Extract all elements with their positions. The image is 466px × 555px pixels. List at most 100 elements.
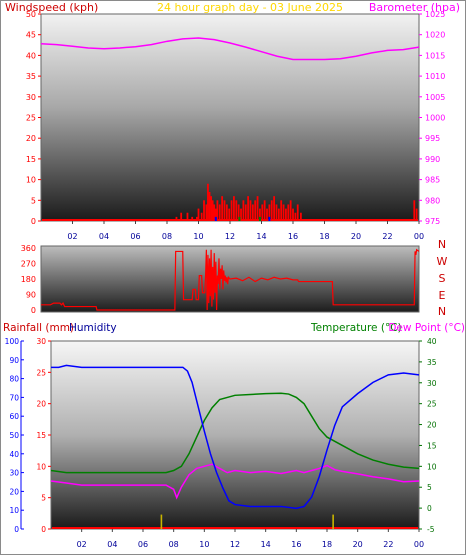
humidity-tick-label: 40 xyxy=(9,450,19,459)
windspeed-bar xyxy=(230,200,233,221)
rainfall-tick-label: 30 xyxy=(36,337,46,346)
windspeed-bar xyxy=(203,200,205,221)
wind-baro-xtick-label: 08 xyxy=(162,232,172,241)
windspeed-tick-label: 5 xyxy=(31,196,36,205)
rainfall-bar xyxy=(332,514,334,529)
windspeed-gust-bar xyxy=(214,216,217,221)
temperature-axis-label: Temperature (°C) xyxy=(310,322,402,334)
windspeed-bar xyxy=(280,200,283,221)
windspeed-tick-label: 50 xyxy=(26,10,36,19)
windspeed-bar xyxy=(273,196,275,221)
wind-baro-xtick-label: 14 xyxy=(256,232,266,241)
windspeed-bar xyxy=(218,204,221,221)
wind-baro-xtick-label: 00 xyxy=(414,232,424,241)
axis-ticks: 0510152025303540455097598098599099510001… xyxy=(5,10,446,549)
barometer-tick-label: 1010 xyxy=(425,72,445,81)
windspeed-bar xyxy=(263,200,266,221)
wind-dir-label-n-top: N xyxy=(438,238,446,251)
temp-humidity-xtick-label: 02 xyxy=(77,540,87,549)
humidity-tick-label: 10 xyxy=(9,506,19,515)
windspeed-bar xyxy=(247,196,250,221)
wind-baro-xtick-label: 16 xyxy=(288,232,298,241)
dewpoint-line xyxy=(50,463,420,500)
wind-baro-xtick-label: 20 xyxy=(351,232,361,241)
chart-title: 24 hour graph day - 03 June 2025 xyxy=(157,1,343,14)
temperature-tick-label: 15 xyxy=(427,441,437,450)
windspeed-bar xyxy=(268,204,271,221)
wind-direction-line xyxy=(41,248,420,311)
windspeed-bar xyxy=(294,212,297,221)
barometer-tick-label: 1020 xyxy=(425,31,445,40)
temp-humidity-xtick-label: 12 xyxy=(230,540,240,549)
temp-humidity-xtick-label: 22 xyxy=(383,540,393,549)
wind-baro-xtick-label: 04 xyxy=(99,232,109,241)
windspeed-bar xyxy=(221,196,224,221)
temperature-tick-label: -5 xyxy=(427,525,435,534)
humidity-tick-label: 20 xyxy=(9,487,19,496)
windspeed-bar xyxy=(256,196,259,221)
temperature-line xyxy=(50,392,420,474)
barometer-tick-label: 1000 xyxy=(425,114,445,123)
humidity-tick-label: 0 xyxy=(14,525,19,534)
temperature-tick-label: 20 xyxy=(427,421,437,430)
windspeed-bar xyxy=(214,208,217,221)
temperature-tick-label: 35 xyxy=(427,358,437,367)
wind-direction-tick-label: 180 xyxy=(21,275,36,284)
barometer-tick-label: 1005 xyxy=(425,93,445,102)
windspeed-tick-label: 20 xyxy=(26,134,36,143)
dewpoint-axis-label: Dew Point (°C) xyxy=(388,322,465,334)
barometer-tick-label: 985 xyxy=(425,176,440,185)
windspeed-bar xyxy=(415,208,418,221)
windspeed-bar xyxy=(266,208,268,221)
temp-humidity-xtick-label: 00 xyxy=(414,540,424,549)
temperature-tick-label: 0 xyxy=(427,504,432,513)
windspeed-bar xyxy=(196,216,198,221)
windspeed-tick-label: 35 xyxy=(26,72,36,81)
windspeed-bar xyxy=(275,204,278,221)
barometer-tick-label: 975 xyxy=(425,217,440,226)
windspeed-bar xyxy=(244,204,247,221)
windspeed-bar xyxy=(259,208,261,221)
windspeed-gust-bar xyxy=(258,216,261,221)
wind-dir-label-w: W xyxy=(437,255,448,268)
wind-dir-label-n-bottom: N xyxy=(438,305,446,318)
windspeed-bar xyxy=(282,204,285,221)
windspeed-tick-label: 45 xyxy=(26,31,36,40)
wind-direction-tick-label: 360 xyxy=(21,244,36,253)
windspeed-bar xyxy=(180,212,183,221)
temperature-tick-label: 10 xyxy=(427,462,437,471)
wind-baro-xtick-label: 12 xyxy=(225,232,235,241)
temp-humidity-xtick-label: 14 xyxy=(261,540,271,549)
windspeed-tick-label: 30 xyxy=(26,93,36,102)
windspeed-bar xyxy=(191,216,194,221)
windspeed-bar xyxy=(254,200,257,221)
windspeed-bar xyxy=(197,208,200,221)
windspeed-bar xyxy=(200,212,203,221)
windspeed-bar xyxy=(261,204,264,221)
windspeed-bar xyxy=(211,200,214,221)
windspeed-bar xyxy=(289,200,292,221)
windspeed-bar xyxy=(270,200,273,221)
wind-baro-xtick-label: 06 xyxy=(130,232,140,241)
wind-dir-label-s: S xyxy=(439,272,446,285)
windspeed-bar xyxy=(186,212,189,221)
windspeed-bar xyxy=(299,212,302,221)
rainfall-tick-label: 25 xyxy=(36,368,46,377)
windspeed-bar xyxy=(242,200,245,221)
humidity-tick-label: 80 xyxy=(9,375,19,384)
barometer-tick-label: 1025 xyxy=(425,10,445,19)
temp-humidity-xtick-label: 08 xyxy=(169,540,179,549)
rainfall-tick-label: 15 xyxy=(36,431,46,440)
barometer-axis-label: Barometer (hpa) xyxy=(369,1,460,14)
windspeed-bar xyxy=(223,200,226,221)
windspeed-bar xyxy=(210,196,212,221)
windspeed-bar xyxy=(228,208,231,221)
wind-baro-plot-area xyxy=(40,13,420,222)
rainfall-tick-label: 5 xyxy=(41,494,46,503)
humidity-tick-label: 100 xyxy=(5,337,20,346)
rainfall-bar xyxy=(160,514,163,529)
windspeed-axis-label: Windspeed (kph) xyxy=(5,1,98,14)
temp-humidity-xtick-label: 06 xyxy=(138,540,148,549)
windspeed-bar xyxy=(292,208,294,221)
